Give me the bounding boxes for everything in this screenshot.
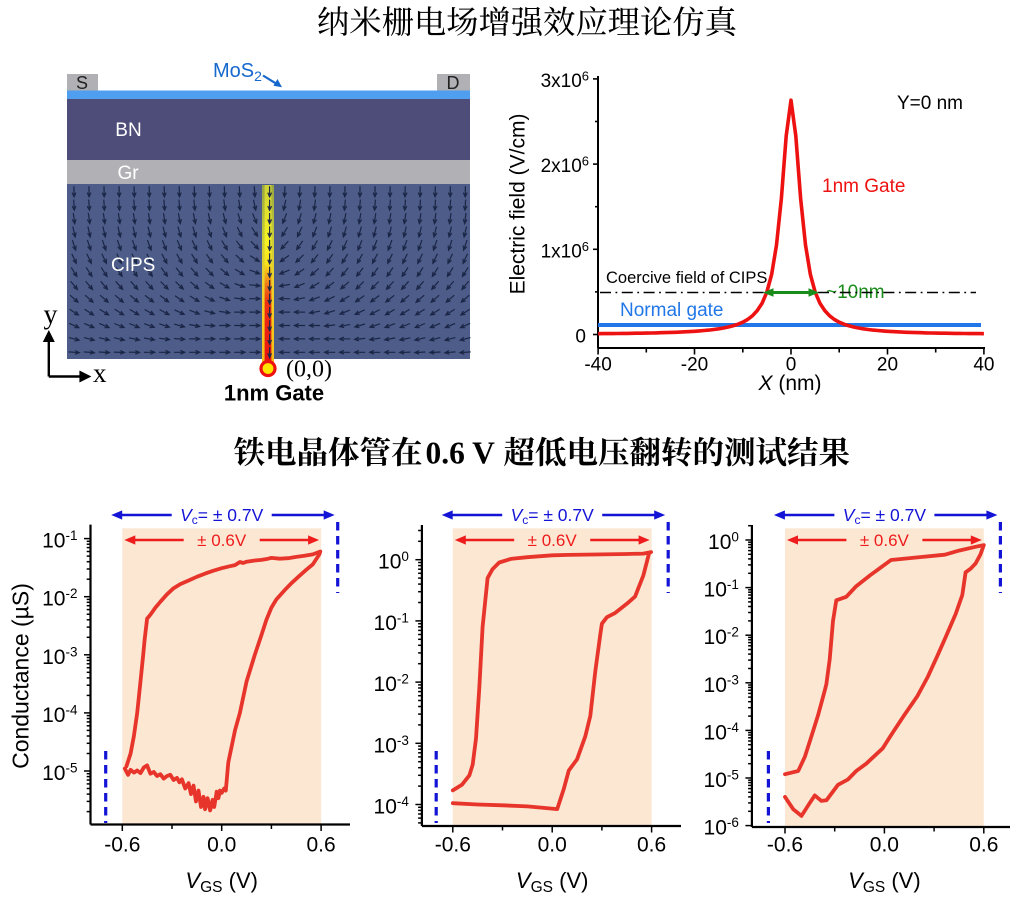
- svg-text:0.0: 0.0: [870, 834, 899, 857]
- svg-text:10-5: 10-5: [704, 768, 739, 793]
- svg-text:Y=0 nm: Y=0 nm: [897, 93, 963, 114]
- svg-text:y: y: [44, 300, 58, 331]
- svg-text:100: 100: [378, 549, 409, 574]
- svg-text:S: S: [76, 73, 88, 93]
- svg-text:40: 40: [973, 355, 994, 376]
- svg-text:-0.6: -0.6: [767, 834, 803, 857]
- svg-text:0.6: 0.6: [969, 834, 998, 857]
- svg-text:0.6 V: 0.6 V: [426, 436, 496, 471]
- svg-text:0: 0: [575, 327, 586, 348]
- svg-text:10-1: 10-1: [374, 610, 409, 635]
- svg-text:CIPS: CIPS: [111, 255, 155, 276]
- svg-text:100: 100: [708, 530, 739, 555]
- svg-text:± 0.6V: ± 0.6V: [860, 531, 910, 550]
- svg-text:10-3: 10-3: [374, 733, 409, 758]
- svg-text:10-5: 10-5: [42, 761, 77, 786]
- svg-text:Gr: Gr: [117, 163, 139, 184]
- svg-text:VGS (V): VGS (V): [516, 868, 589, 896]
- svg-text:2x106: 2x106: [541, 154, 589, 178]
- svg-text:10-4: 10-4: [704, 720, 740, 745]
- svg-text:10-3: 10-3: [704, 672, 739, 697]
- svg-text:10-2: 10-2: [374, 672, 409, 697]
- svg-text:0.6: 0.6: [637, 834, 666, 857]
- svg-text:1x106: 1x106: [541, 239, 589, 263]
- svg-text:-20: -20: [681, 355, 708, 376]
- svg-text:-0.6: -0.6: [104, 834, 140, 857]
- svg-text:10-1: 10-1: [42, 528, 77, 553]
- svg-text:10-3: 10-3: [42, 644, 77, 669]
- svg-text:10-6: 10-6: [704, 815, 739, 840]
- svg-text:± 0.6V: ± 0.6V: [197, 531, 247, 550]
- svg-text:0.6: 0.6: [306, 834, 335, 857]
- svg-text:± 0.6V: ± 0.6V: [528, 531, 578, 550]
- svg-text:VGS (V): VGS (V): [185, 868, 258, 896]
- svg-text:Electric field (V/cm): Electric field (V/cm): [507, 114, 530, 295]
- svg-text:-40: -40: [584, 355, 611, 376]
- svg-text:10-2: 10-2: [704, 625, 739, 650]
- svg-text:Conductance (µS): Conductance (µS): [8, 583, 34, 769]
- svg-text:X (nm): X (nm): [757, 372, 821, 395]
- svg-text:BN: BN: [115, 120, 141, 141]
- svg-text:Vc= ± 0.7V: Vc= ± 0.7V: [511, 505, 595, 527]
- svg-text:MoS2: MoS2: [213, 60, 262, 84]
- svg-text:Coercive field of CIPS: Coercive field of CIPS: [606, 269, 767, 287]
- svg-text:D: D: [447, 73, 460, 93]
- svg-text:(0,0): (0,0): [286, 357, 332, 383]
- svg-text:0.0: 0.0: [207, 834, 236, 857]
- svg-text:Vc= ± 0.7V: Vc= ± 0.7V: [843, 505, 927, 527]
- svg-text:-0.6: -0.6: [435, 834, 471, 857]
- svg-text:10-1: 10-1: [704, 577, 739, 602]
- svg-text:20: 20: [877, 355, 898, 376]
- svg-text:10-2: 10-2: [42, 586, 77, 611]
- svg-text:1nm Gate: 1nm Gate: [224, 381, 324, 406]
- svg-text:Normal gate: Normal gate: [620, 300, 724, 321]
- svg-text:0.0: 0.0: [538, 834, 567, 857]
- svg-text:1nm Gate: 1nm Gate: [822, 176, 905, 197]
- svg-text:3x106: 3x106: [541, 68, 589, 92]
- svg-text:10-4: 10-4: [42, 702, 78, 727]
- svg-text:Vc= ± 0.7V: Vc= ± 0.7V: [180, 505, 264, 527]
- svg-text:VGS (V): VGS (V): [848, 868, 921, 896]
- svg-text:0: 0: [786, 355, 797, 376]
- svg-text:10-4: 10-4: [374, 794, 410, 819]
- svg-text:x: x: [93, 358, 107, 388]
